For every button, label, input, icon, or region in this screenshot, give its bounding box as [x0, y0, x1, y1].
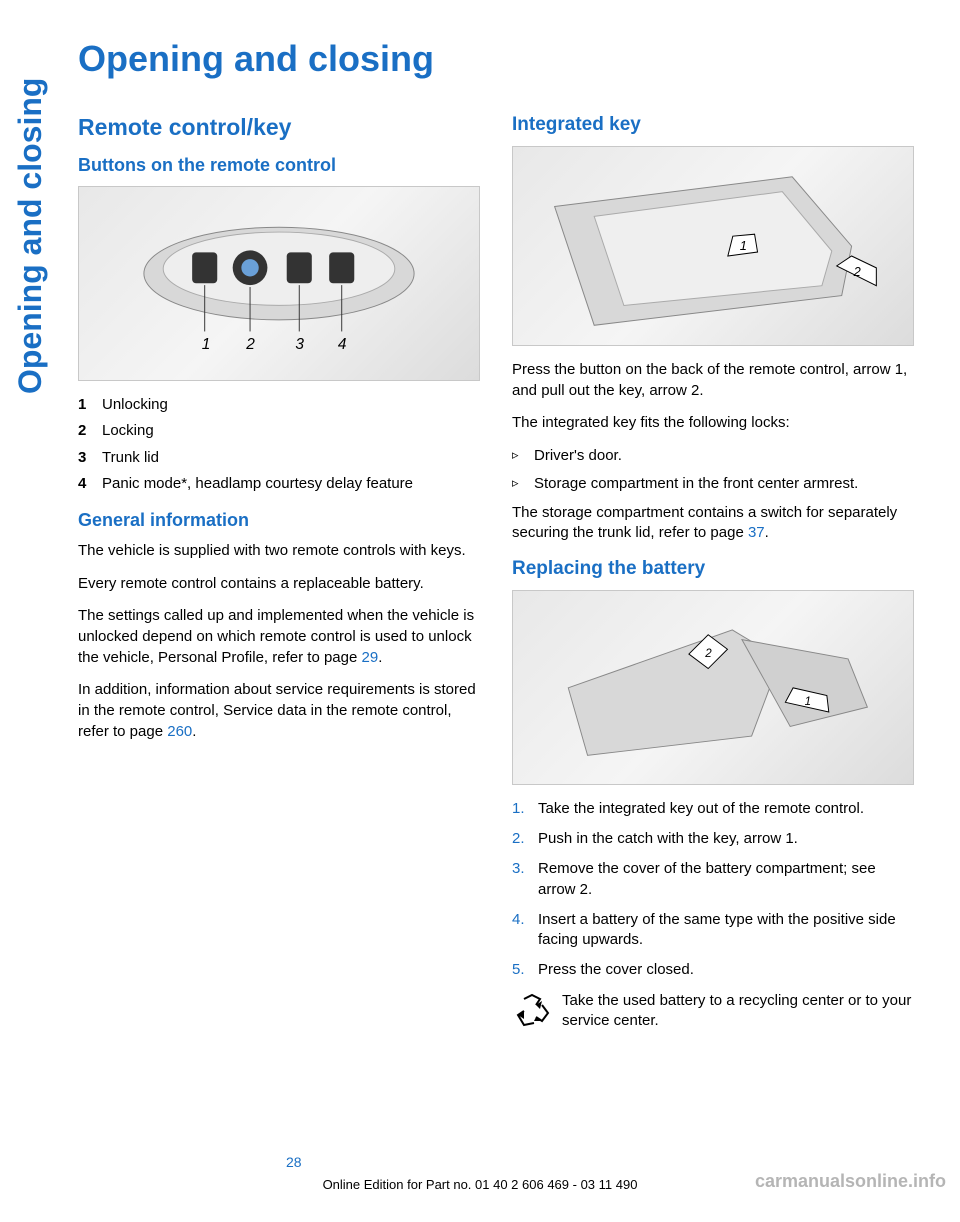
page-reference-link[interactable]: 37 — [748, 524, 765, 541]
item-text: Locking — [102, 421, 154, 441]
text-run: The storage compartment contains a switc… — [512, 504, 897, 542]
side-section-label: Opening and closing — [12, 78, 49, 394]
item-text: Trunk lid — [102, 448, 159, 468]
list-item: 3.Remove the cover of the battery compar… — [512, 859, 914, 900]
list-item: 3Trunk lid — [78, 448, 480, 468]
body-paragraph: Press the button on the back of the remo… — [512, 360, 914, 401]
text-run: . — [192, 723, 196, 740]
svg-text:2: 2 — [853, 264, 861, 279]
body-paragraph: Every remote control contains a replacea… — [78, 574, 480, 595]
item-text: Insert a battery of the same type with t… — [538, 910, 914, 951]
item-text: Push in the catch with the key, arrow 1. — [538, 829, 798, 849]
list-item: 4.Insert a battery of the same type with… — [512, 910, 914, 951]
list-item: 1Unlocking — [78, 395, 480, 415]
list-item: 4Panic mode*, headlamp courtesy delay fe… — [78, 474, 480, 494]
svg-text:1: 1 — [202, 336, 211, 353]
step-number: 4. — [512, 910, 538, 951]
recycle-text: Take the used battery to a recycling cen… — [562, 991, 914, 1032]
watermark: carmanualsonline.info — [755, 1171, 946, 1192]
list-item: 1.Take the integrated key out of the rem… — [512, 799, 914, 819]
page-title: Opening and closing — [78, 38, 920, 80]
bullet-list: Driver's door. Storage compartment in th… — [512, 446, 914, 495]
subsection-buttons: Buttons on the remote control — [78, 155, 480, 176]
svg-text:4: 4 — [338, 336, 347, 353]
text-run: . — [378, 649, 382, 666]
svg-text:1: 1 — [805, 696, 811, 708]
item-text: Take the integrated key out of the remot… — [538, 799, 864, 819]
svg-text:3: 3 — [295, 336, 304, 353]
figure-integrated-key: 1 2 — [512, 146, 914, 346]
item-text: Driver's door. — [534, 446, 622, 466]
subsection-general-info: General information — [78, 510, 480, 531]
body-paragraph: The storage compartment contains a switc… — [512, 503, 914, 544]
text-run: . — [765, 524, 769, 541]
recycle-icon — [512, 991, 552, 1031]
item-number: 2 — [78, 421, 102, 441]
list-item: Storage compartment in the front center … — [512, 474, 914, 494]
text-run: The settings called up and implemented w… — [78, 607, 474, 665]
step-number: 5. — [512, 960, 538, 980]
item-text: Storage compartment in the front center … — [534, 474, 858, 494]
list-item: 2.Push in the catch with the key, arrow … — [512, 829, 914, 849]
left-column: Remote control/key Buttons on the remote… — [78, 108, 480, 1031]
two-column-layout: Remote control/key Buttons on the remote… — [78, 108, 920, 1031]
figure-replace-battery: 2 1 — [512, 590, 914, 785]
svg-text:2: 2 — [245, 336, 255, 353]
list-item: 5.Press the cover closed. — [512, 960, 914, 980]
subsection-integrated-key: Integrated key — [512, 114, 914, 136]
item-number: 1 — [78, 395, 102, 415]
subsection-replace-battery: Replacing the battery — [512, 558, 914, 580]
section-remote-control: Remote control/key — [78, 114, 480, 141]
right-column: Integrated key 1 2 Press the button on t… — [512, 108, 914, 1031]
step-number: 2. — [512, 829, 538, 849]
body-paragraph: The settings called up and implemented w… — [78, 606, 480, 668]
item-text: Panic mode*, headlamp courtesy delay fea… — [102, 474, 413, 494]
body-paragraph: In addition, information about service r… — [78, 680, 480, 742]
steps-list: 1.Take the integrated key out of the rem… — [512, 799, 914, 981]
text-run: In addition, information about service r… — [78, 681, 476, 739]
body-paragraph: The integrated key fits the following lo… — [512, 413, 914, 434]
item-text: Remove the cover of the battery compart­… — [538, 859, 914, 900]
item-number: 4 — [78, 474, 102, 494]
page-reference-link[interactable]: 29 — [362, 649, 379, 666]
list-item: 2Locking — [78, 421, 480, 441]
svg-text:1: 1 — [740, 238, 747, 253]
page-content: Opening and closing Remote control/key B… — [0, 0, 960, 1031]
list-item: Driver's door. — [512, 446, 914, 466]
body-paragraph: The vehicle is supplied with two remote … — [78, 541, 480, 562]
svg-text:2: 2 — [704, 648, 712, 660]
page-reference-link[interactable]: 260 — [167, 723, 192, 740]
figure-remote-control-buttons: 1 2 3 4 — [78, 186, 480, 381]
step-number: 1. — [512, 799, 538, 819]
item-text: Press the cover closed. — [538, 960, 694, 980]
step-number: 3. — [512, 859, 538, 900]
page-number: 28 — [286, 1154, 302, 1170]
remote-button-legend: 1Unlocking 2Locking 3Trunk lid 4Panic mo… — [78, 395, 480, 494]
item-text: Unlocking — [102, 395, 168, 415]
item-number: 3 — [78, 448, 102, 468]
recycle-note: Take the used battery to a recycling cen… — [512, 991, 914, 1032]
